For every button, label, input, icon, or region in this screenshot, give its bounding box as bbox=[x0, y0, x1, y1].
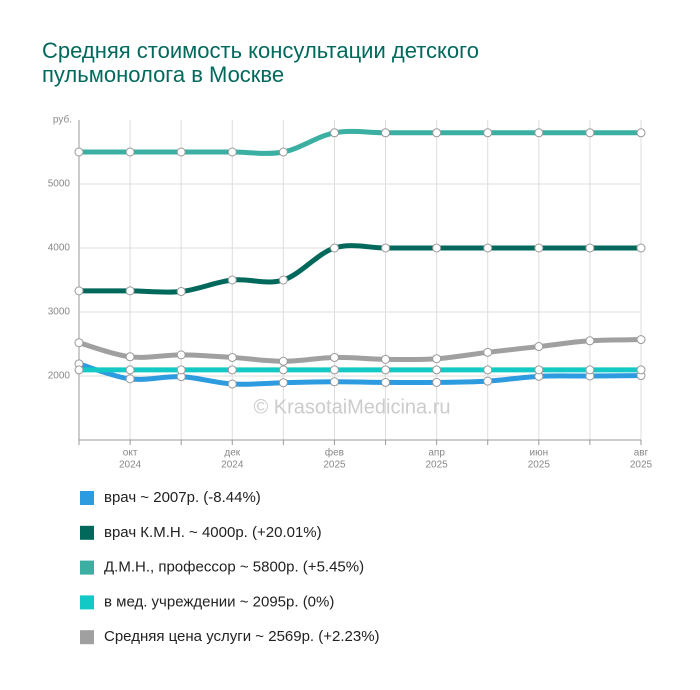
x-tick-year: 2025 bbox=[528, 460, 551, 471]
point bbox=[381, 354, 391, 364]
point bbox=[432, 365, 442, 375]
legend-label: Средняя цена услуги ~ 2569р. (+2.23%) bbox=[104, 628, 380, 645]
y-tick-label: 3000 bbox=[48, 307, 71, 318]
point bbox=[483, 243, 493, 253]
series-line bbox=[76, 361, 644, 387]
point bbox=[176, 365, 186, 375]
point bbox=[125, 374, 135, 384]
point bbox=[636, 243, 646, 253]
point bbox=[227, 352, 237, 362]
point bbox=[329, 352, 339, 362]
x-tick-year: 2024 bbox=[221, 460, 244, 471]
legend-swatch bbox=[80, 630, 94, 645]
x-tick-label: дек bbox=[224, 448, 240, 459]
legend-label: врач ~ 2007р. (-8.44%) bbox=[104, 489, 261, 506]
point bbox=[432, 243, 442, 253]
series-line bbox=[76, 337, 644, 364]
point bbox=[483, 365, 493, 375]
series-line bbox=[76, 128, 644, 156]
point bbox=[432, 377, 442, 387]
y-tick-label: 4000 bbox=[48, 243, 71, 254]
point bbox=[636, 128, 646, 138]
point bbox=[381, 377, 391, 387]
point bbox=[585, 336, 595, 346]
x-tick-label: авг bbox=[634, 448, 649, 459]
point bbox=[381, 243, 391, 253]
chart-title: Средняя стоимость консультации детского bbox=[42, 38, 479, 63]
point bbox=[483, 376, 493, 386]
point bbox=[176, 147, 186, 157]
x-tick-label: апр bbox=[428, 448, 445, 459]
x-tick-label: июн bbox=[530, 448, 549, 459]
x-tick-label: фев bbox=[325, 447, 344, 459]
point bbox=[483, 128, 493, 138]
point bbox=[125, 352, 135, 362]
point bbox=[74, 286, 84, 296]
legend-swatch bbox=[80, 491, 94, 505]
point bbox=[636, 365, 646, 375]
point bbox=[227, 379, 237, 389]
legend-swatch bbox=[80, 525, 94, 540]
point bbox=[329, 128, 339, 138]
point bbox=[125, 147, 135, 157]
point bbox=[483, 347, 493, 357]
legend-swatch bbox=[80, 560, 94, 575]
point bbox=[125, 286, 135, 296]
point bbox=[636, 335, 646, 345]
point bbox=[432, 354, 442, 364]
point bbox=[125, 365, 135, 375]
point bbox=[585, 128, 595, 138]
point bbox=[534, 365, 544, 375]
point bbox=[227, 365, 237, 375]
x-tick-year: 2025 bbox=[426, 460, 449, 471]
x-tick-year: 2025 bbox=[323, 460, 346, 471]
point bbox=[74, 147, 84, 157]
x-tick-year: 2025 bbox=[630, 460, 653, 471]
point bbox=[278, 365, 288, 375]
legend-label: в мед. учреждении ~ 2095р. (0%) bbox=[104, 593, 334, 610]
point bbox=[432, 128, 442, 138]
legend-swatch bbox=[80, 595, 94, 610]
point bbox=[278, 275, 288, 285]
point bbox=[381, 365, 391, 375]
point bbox=[278, 378, 288, 388]
point bbox=[176, 287, 186, 297]
point bbox=[74, 365, 84, 375]
point bbox=[381, 128, 391, 138]
y-tick-label: 2000 bbox=[48, 371, 71, 382]
x-tick-year: 2024 bbox=[119, 460, 142, 471]
point bbox=[278, 356, 288, 366]
point bbox=[278, 147, 288, 157]
point bbox=[74, 338, 84, 348]
point bbox=[329, 365, 339, 375]
point bbox=[227, 275, 237, 285]
y-unit: руб. bbox=[53, 114, 72, 126]
point bbox=[329, 243, 339, 253]
point bbox=[176, 350, 186, 360]
point bbox=[227, 147, 237, 157]
legend-label: Д.М.Н., профессор ~ 5800р. (+5.45%) bbox=[104, 559, 364, 576]
point bbox=[534, 128, 544, 138]
y-tick-label: 5000 bbox=[48, 179, 71, 190]
point bbox=[585, 243, 595, 253]
series-line bbox=[76, 243, 644, 295]
point bbox=[534, 243, 544, 253]
point bbox=[534, 342, 544, 352]
chart-title: пульмонолога в Москве bbox=[42, 62, 284, 87]
point bbox=[329, 377, 339, 387]
x-tick-label: окт bbox=[123, 448, 138, 459]
watermark: © KrasotaiMedicina.ru bbox=[253, 396, 450, 418]
point bbox=[585, 365, 595, 375]
legend-label: врач К.М.Н. ~ 4000р. (+20.01%) bbox=[104, 524, 322, 541]
